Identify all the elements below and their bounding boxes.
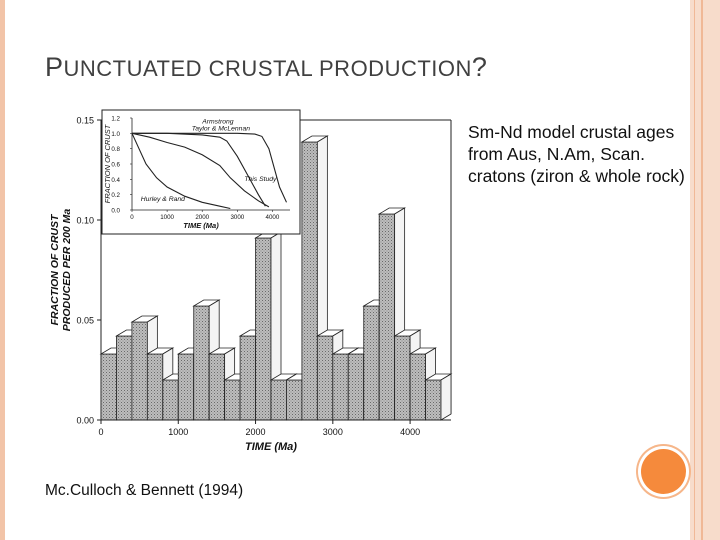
inset-annotation: Hurley & Rand xyxy=(141,196,185,203)
x-tick-label: 3000 xyxy=(323,427,343,437)
bar-front xyxy=(208,353,226,421)
bar-front xyxy=(177,353,195,421)
inset-y-tick-label: 0.6 xyxy=(111,162,120,169)
inset-series-line xyxy=(131,133,231,210)
bar-front xyxy=(301,141,318,421)
inset-y-tick-label: 0.2 xyxy=(111,192,120,199)
main-axes: 0.000.050.100.150 1000 2000 3000 4000 xyxy=(76,116,451,437)
bar-front xyxy=(255,237,272,421)
bar-front xyxy=(224,379,241,421)
bar-front xyxy=(286,379,303,421)
inset-annotation: This Study xyxy=(244,176,277,183)
x-tick-label: 4000 xyxy=(400,427,420,437)
inset-x-tick-label: 2000 xyxy=(195,214,209,221)
bar-front xyxy=(270,379,287,421)
histogram-bars xyxy=(99,135,453,421)
bar-front xyxy=(332,353,349,421)
histogram-bar xyxy=(424,373,453,421)
right-border-band xyxy=(690,0,720,540)
inset-y-axis-label: FRACTION OF CRUST xyxy=(103,123,112,203)
inset-background xyxy=(101,109,301,235)
bar-side-face xyxy=(440,373,452,421)
inset-y-tick-label: 0.0 xyxy=(111,208,120,215)
title-rest: UNCTUATED CRUSTAL PRODUCTION xyxy=(63,56,472,81)
bar-front xyxy=(316,335,334,421)
x-tick-label: 2000 xyxy=(246,427,266,437)
slide-title: PUNCTUATED CRUSTAL PRODUCTION? xyxy=(45,52,487,83)
citation: Mc.Culloch & Bennett (1994) xyxy=(45,482,244,499)
bar-front xyxy=(409,353,426,421)
title-question-mark: ? xyxy=(471,52,488,82)
bar-front xyxy=(162,379,179,421)
bar-front xyxy=(100,353,117,421)
inset-x-tick-label: 4000 xyxy=(266,214,280,221)
inset-annotation: Taylor & McLennan xyxy=(192,125,251,132)
x-axis-label: TIME (Ma) xyxy=(245,441,297,453)
inset-chart: 0.0 0.2 0.4 0.6 0.8 1.0 1.2 0 1000 2000 3000 4000 A… xyxy=(101,109,301,235)
x-tick-label: 0 xyxy=(98,427,103,437)
bar-front xyxy=(363,305,380,421)
y-axis-label: FRACTION OF CRUSTPRODUCED PER 200 Ma xyxy=(49,209,73,332)
x-tick-label: 1000 xyxy=(168,427,188,437)
inset-series-line xyxy=(131,132,270,208)
inset-x-tick-label: 0 xyxy=(130,214,134,221)
bar-front xyxy=(131,321,148,421)
title-initial: P xyxy=(45,52,64,82)
accent-circle xyxy=(641,449,686,494)
inset-x-axis-label: TIME (Ma) xyxy=(183,221,219,230)
left-border-stripe xyxy=(0,0,5,540)
y-tick-label: 0.15 xyxy=(76,116,94,126)
bar-front xyxy=(239,335,256,421)
y-tick-label: 0.10 xyxy=(76,216,94,226)
inset-lines xyxy=(131,132,288,210)
inset-y-tick-label: 0.4 xyxy=(111,177,120,184)
bar-front xyxy=(425,379,442,421)
bar-front xyxy=(394,335,411,421)
bar-front xyxy=(193,305,210,421)
histogram-bar xyxy=(254,231,283,421)
inset-x-tick-label: 1000 xyxy=(160,214,174,221)
y-tick-label: 0.05 xyxy=(76,316,94,326)
side-description: Sm-Nd model crustal ages from Aus, N.Am,… xyxy=(468,122,685,186)
crustal-production-chart: 0.000.050.100.150 1000 2000 3000 4000 TIME (… xyxy=(40,108,460,460)
inset-annotation: Armstrong xyxy=(201,118,234,125)
bar-front xyxy=(347,353,365,421)
bar-front xyxy=(146,353,164,421)
bar-front xyxy=(378,213,396,421)
inset-y-tick-label: 1.0 xyxy=(111,131,120,138)
y-tick-label: 0.00 xyxy=(76,416,94,426)
inset-x-tick-label: 3000 xyxy=(230,214,244,221)
right-border-line xyxy=(701,0,703,540)
bar-front xyxy=(116,335,133,421)
inset-y-tick-label: 0.8 xyxy=(111,146,120,153)
inset-y-tick-label: 1.2 xyxy=(111,116,120,123)
right-border-line xyxy=(694,0,695,540)
inset-series-line xyxy=(132,132,266,207)
